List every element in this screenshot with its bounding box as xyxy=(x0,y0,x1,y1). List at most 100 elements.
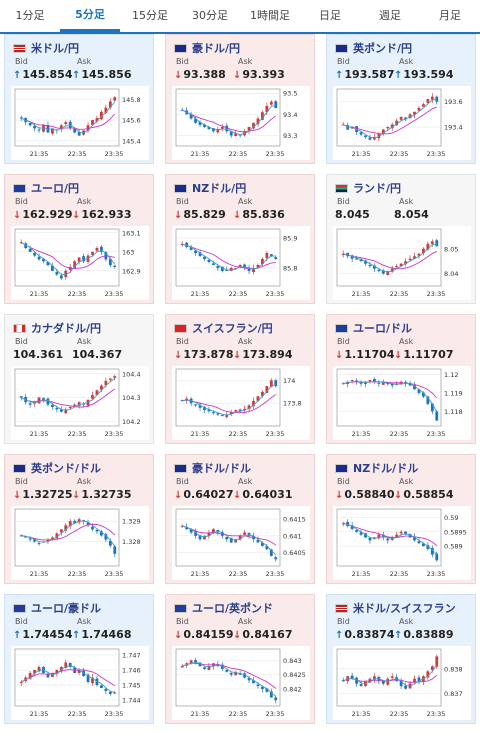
rate-card[interactable]: ランド/円 Bid Ask 8.045 8.054 8.05 8.04 21:35 22:35 2… xyxy=(326,174,476,304)
tab-0[interactable]: 1分足 xyxy=(15,9,45,22)
down-arrow-icon: ↓ xyxy=(233,70,242,81)
x-tick-label: 22:35 xyxy=(68,710,87,718)
pair-title[interactable]: スイスフラン/円 xyxy=(174,320,273,336)
up-arrow-icon: ↑ xyxy=(394,630,403,641)
y-tick-label: 0.842 xyxy=(283,685,302,693)
pair-title[interactable]: ユーロ/ドル xyxy=(335,320,412,336)
rate-card[interactable]: NZドル/ドル Bid Ask ↓0.58840 ↓0.58854 0.59 0.5895 0… xyxy=(326,454,476,584)
up-arrow-icon: ↑ xyxy=(72,70,81,81)
candle-body xyxy=(28,248,32,252)
candle-body xyxy=(261,391,264,396)
moving-average-line xyxy=(21,101,116,134)
rate-card[interactable]: 英ポンド/円 Bid Ask ↑193.587 ↑193.594 193.6 193.4 21… xyxy=(326,34,476,164)
pair-title[interactable]: NZドル/円 xyxy=(174,180,246,196)
candlestick-chart[interactable]: 1.329 1.328 21:35 22:35 23:35 xyxy=(11,506,149,580)
rate-card[interactable]: 米ドル/スイスフラン Bid Ask ↑0.83874 ↑0.83889 0.838 0.8… xyxy=(326,594,476,724)
candle-body xyxy=(386,678,390,685)
tab-5[interactable]: 日足 xyxy=(319,9,341,22)
candle-body xyxy=(108,691,112,694)
pair-title[interactable]: カナダドル/円 xyxy=(13,320,101,336)
y-tick-label: 85.9 xyxy=(283,235,297,243)
rate-card[interactable]: カナダドル/円 Bid Ask 104.361 104.367 104.4 104.3 104… xyxy=(4,314,154,444)
ask-label: Ask xyxy=(399,337,414,346)
candlestick-chart[interactable]: 193.6 193.4 21:35 22:35 23:35 xyxy=(333,86,471,160)
pair-title[interactable]: 米ドル/円 xyxy=(13,40,79,56)
candle-body xyxy=(86,125,90,131)
tab-6[interactable]: 週足 xyxy=(379,9,401,22)
candlestick-chart[interactable]: 1.747 1.746 1.745 1.744 21:35 22:35 23:35 xyxy=(11,646,149,720)
rate-card[interactable]: ユーロ/円 Bid Ask ↓162.929 ↓162.933 163.1 163 162.9… xyxy=(4,174,154,304)
rate-card[interactable]: 豪ドル/ドル Bid Ask ↓0.64027 ↓0.64031 0.6415 0.641 0… xyxy=(165,454,315,584)
candlestick-chart[interactable]: 0.838 0.837 21:35 22:35 23:35 xyxy=(333,646,471,720)
plot-frame xyxy=(175,228,281,287)
tab-2[interactable]: 15分足 xyxy=(132,9,168,22)
eu-flag-icon xyxy=(335,324,348,333)
candle-body xyxy=(256,118,260,125)
pair-title[interactable]: 英ポンド/ドル xyxy=(13,460,101,476)
candle-body xyxy=(180,666,184,668)
y-tick-label: 0.6405 xyxy=(283,549,306,557)
ask-value: ↓85.836 xyxy=(233,208,285,221)
candlestick-chart[interactable]: 0.6415 0.641 0.6405 21:35 22:35 23:35 xyxy=(172,506,310,580)
candle-body xyxy=(426,545,430,549)
ask-text: 193.594 xyxy=(403,68,454,81)
candle-body xyxy=(430,96,434,100)
down-arrow-icon: ↓ xyxy=(394,350,403,361)
candle-body xyxy=(364,533,367,538)
candle-body xyxy=(426,396,430,404)
candlestick-chart[interactable]: 0.843 0.8425 0.842 21:35 22:35 23:35 xyxy=(172,646,310,720)
rate-card[interactable]: スイスフラン/円 Bid Ask ↓173.878 ↓173.894 174 173.8 21… xyxy=(165,314,315,444)
za-flag-icon xyxy=(335,184,348,193)
candle-body xyxy=(395,266,399,268)
candle-body xyxy=(68,521,72,527)
candle-body xyxy=(265,253,269,259)
pair-title[interactable]: ユーロ/豪ドル xyxy=(13,600,101,616)
candlestick-chart[interactable]: 8.05 8.04 21:35 22:35 23:35 xyxy=(333,226,471,300)
bid-label: Bid xyxy=(176,617,189,626)
y-tick-label: 0.6415 xyxy=(283,516,306,524)
candle-body xyxy=(368,537,372,541)
tab-1[interactable]: 5分足 xyxy=(60,0,120,32)
candlestick-chart[interactable]: 85.9 85.8 21:35 22:35 23:35 xyxy=(172,226,310,300)
ask-value: 104.367 xyxy=(72,348,122,361)
candlestick-chart[interactable]: 0.59 0.5895 0.589 21:35 22:35 23:35 xyxy=(333,506,471,580)
rate-card[interactable]: 米ドル/円 Bid Ask ↑145.854 ↑145.856 145.8 145.6 145… xyxy=(4,34,154,164)
eu-flag-icon xyxy=(13,604,26,613)
x-tick-label: 23:35 xyxy=(266,570,285,578)
candlestick-chart[interactable]: 93.5 93.4 93.3 21:35 22:35 23:35 xyxy=(172,86,310,160)
rate-card[interactable]: 英ポンド/ドル Bid Ask ↓1.32725 ↓1.32735 1.329 1.328 2… xyxy=(4,454,154,584)
candle-body xyxy=(261,112,264,120)
pair-title[interactable]: 豪ドル/円 xyxy=(174,40,240,56)
candlestick-chart[interactable]: 1.12 1.119 1.118 21:35 22:35 23:35 xyxy=(333,366,471,440)
pair-title[interactable]: 豪ドル/ドル xyxy=(174,460,251,476)
candlestick-chart[interactable]: 174 173.8 21:35 22:35 23:35 xyxy=(172,366,310,440)
pair-title[interactable]: 英ポンド/円 xyxy=(335,40,412,56)
candle-body xyxy=(73,261,77,269)
pair-title[interactable]: ユーロ/円 xyxy=(13,180,79,196)
candlestick-chart[interactable]: 145.8 145.6 145.4 21:35 22:35 23:35 xyxy=(11,86,149,160)
candlestick-chart[interactable]: 104.4 104.3 104.2 21:35 22:35 23:35 xyxy=(11,366,149,440)
us-flag-icon xyxy=(13,44,26,53)
x-tick-label: 22:35 xyxy=(229,290,248,298)
candlestick-chart[interactable]: 163.1 163 162.9 21:35 22:35 23:35 xyxy=(11,226,149,300)
tab-3[interactable]: 30分足 xyxy=(192,9,228,22)
candle-body xyxy=(243,532,246,535)
candle-body xyxy=(203,535,206,540)
pair-title[interactable]: 米ドル/スイスフラン xyxy=(335,600,456,616)
tab-4[interactable]: 1時間足 xyxy=(250,9,290,22)
ask-value: ↓0.84167 xyxy=(233,628,293,641)
candle-body xyxy=(252,122,255,129)
pair-title[interactable]: NZドル/ドル xyxy=(335,460,418,476)
rate-card[interactable]: 豪ドル/円 Bid Ask ↓93.388 ↓93.393 93.5 93.4 93.3 21:… xyxy=(165,34,315,164)
rate-card[interactable]: ユーロ/ドル Bid Ask ↓1.11704 ↓1.11707 1.12 1.119 1.1… xyxy=(326,314,476,444)
pair-title[interactable]: ユーロ/英ポンド xyxy=(174,600,273,616)
candle-body xyxy=(64,662,68,669)
rate-card[interactable]: NZドル/円 Bid Ask ↓85.829 ↓85.836 85.9 85.8 21:35 2… xyxy=(165,174,315,304)
tab-7[interactable]: 月足 xyxy=(439,9,461,22)
rate-card[interactable]: ユーロ/英ポンド Bid Ask ↓0.84159 ↓0.84167 0.843 0.842… xyxy=(165,594,315,724)
rate-card[interactable]: ユーロ/豪ドル Bid Ask ↑1.74454 ↑1.74468 1.747 1.746 1… xyxy=(4,594,154,724)
pair-title[interactable]: ランド/円 xyxy=(335,180,401,196)
candle-body xyxy=(381,129,385,134)
bid-text: 93.388 xyxy=(183,68,226,81)
candle-body xyxy=(261,686,264,689)
